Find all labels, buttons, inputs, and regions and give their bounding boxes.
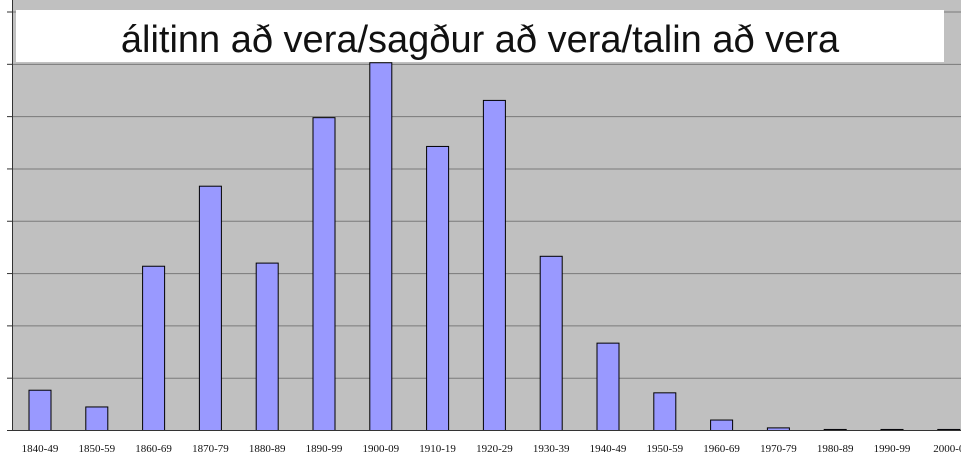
bar — [198, 185, 222, 431]
x-tick-label: 1990-99 — [874, 443, 911, 455]
x-tick-label: 1910-19 — [419, 443, 456, 455]
x-tick-label: 1930-39 — [533, 443, 570, 455]
chart-title: álitinn að vera/sagður að vera/talin að … — [121, 19, 840, 61]
x-tick-label: 2000-0 — [933, 443, 961, 455]
bar — [539, 255, 563, 431]
x-tick-label: 1960-69 — [703, 443, 740, 455]
x-tick-label: 1920-29 — [476, 443, 513, 455]
bar — [710, 419, 734, 432]
x-tick-label: 1900-09 — [362, 443, 399, 455]
bar — [426, 145, 450, 432]
bar — [653, 392, 677, 431]
bar — [142, 265, 166, 431]
bar — [596, 342, 620, 431]
x-tick-label: 1940-49 — [590, 443, 627, 455]
bar — [369, 62, 393, 431]
x-tick-label: 1970-79 — [760, 443, 797, 455]
x-tick-label: 1870-79 — [192, 443, 229, 455]
bar — [312, 117, 336, 431]
x-tick-label: 1890-99 — [306, 443, 343, 455]
bar — [28, 389, 52, 431]
x-tick-label: 1840-49 — [22, 443, 59, 455]
bar — [255, 262, 279, 431]
x-tick-label: 1880-89 — [249, 443, 286, 455]
bar — [85, 406, 109, 432]
x-tick-label: 1950-59 — [646, 443, 683, 455]
title-box — [16, 10, 944, 62]
x-tick-label: 1980-89 — [817, 443, 854, 455]
x-tick-label: 1860-69 — [135, 443, 172, 455]
bar — [482, 99, 506, 432]
x-tick-label: 1850-59 — [78, 443, 115, 455]
